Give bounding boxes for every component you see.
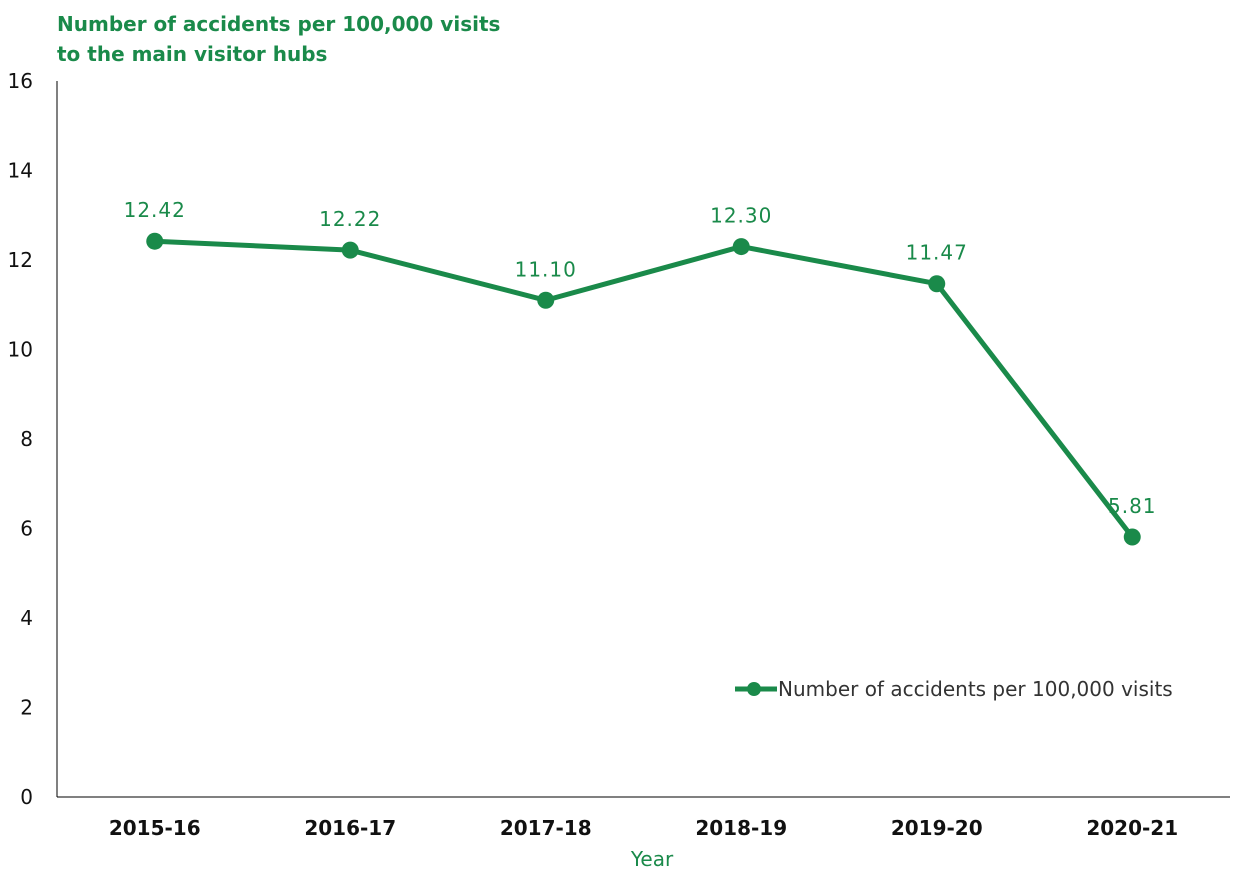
x-tick-label: 2018-19 [695,816,787,840]
data-point [146,232,164,250]
x-tick-label: 2017-18 [500,816,592,840]
data-point [732,238,750,256]
data-point [537,291,555,309]
y-tick-label: 2 [20,696,33,720]
y-axis-label-line-1: Number of accidents per 100,000 visits [57,12,500,36]
data-labels: 12.42 12.22 11.10 12.30 11.47 5.81 [124,198,1157,518]
data-label: 5.81 [1108,494,1157,518]
axes [56,81,1230,798]
y-axis-label-line-2: to the main visitor hubs [57,42,327,66]
series-line [152,238,1135,540]
data-label: 11.47 [906,241,968,265]
data-point [341,241,359,259]
y-tick-label: 12 [8,248,33,272]
x-tick-label: 2020-21 [1086,816,1178,840]
x-tick-label: 2015-16 [109,816,201,840]
y-tick-label: 6 [20,517,33,541]
y-tick-label: 4 [20,606,33,630]
data-point [928,275,946,293]
data-label: 12.42 [124,198,186,222]
x-tick-label: 2019-20 [891,816,983,840]
y-tick-label: 0 [20,785,33,809]
y-tick-label: 10 [8,338,33,362]
legend: Number of accidents per 100,000 visits [735,677,1173,701]
data-label: 12.22 [319,207,381,231]
x-axis-ticks: 2015-16 2016-17 2017-18 2018-19 2019-20 2020-… [109,816,1178,840]
data-point [1123,528,1141,546]
legend-label: Number of accidents per 100,000 visits [778,677,1173,701]
y-tick-label: 8 [20,427,33,451]
data-label: 12.30 [710,204,772,228]
legend-marker-icon [747,682,761,696]
x-tick-label: 2016-17 [304,816,396,840]
x-axis-label: Year [630,847,674,871]
data-label: 11.10 [515,257,577,281]
y-tick-label: 16 [8,69,33,93]
y-tick-label: 14 [8,159,33,183]
series-group [146,232,1141,546]
y-axis-ticks: 0 2 4 6 8 10 12 14 16 [8,69,33,809]
